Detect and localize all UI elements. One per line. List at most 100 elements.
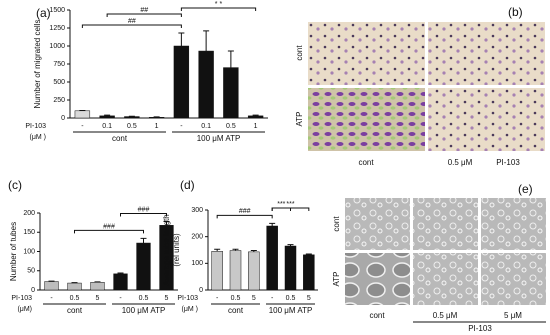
photo [413,253,478,305]
x-tick-label: 0.5 [286,295,296,302]
y-tick-label: 750 [53,61,65,68]
y-tick-label: 500 [53,79,65,86]
bar [229,250,242,291]
photo [308,88,425,151]
photo [481,198,546,250]
bar [67,282,82,291]
y-tick-label: 0 [31,287,35,294]
group-label: cont [228,306,244,315]
panel-label: (c) [8,178,22,192]
x-tick-label: 0.5 [226,123,236,130]
significance-bracket [271,207,310,211]
x-tick-label: - [81,123,84,130]
bar [284,245,297,291]
group-label: 100 μM ATP [197,134,241,143]
significance-label: *** [277,201,285,208]
significance-bracket [106,13,182,18]
y-tick-label: 200 [23,210,35,217]
row-label: cont [332,216,341,232]
significance-bracket [216,214,273,219]
row-label: ATP [332,272,341,287]
y-tick-label: 100 [191,260,203,267]
bar [211,251,223,291]
y-tick-label: 1000 [49,43,65,50]
panel-label: (e) [518,182,533,196]
x-tick-label: - [180,123,183,130]
bar [173,45,190,119]
x-tick-label: 0.1 [102,123,112,130]
y-tick-label: 50 [27,268,35,275]
error-bar [214,248,221,252]
x-tick-label: 0.5 [139,295,149,302]
bar [303,254,315,291]
error-bar [269,222,276,226]
bar [74,110,91,119]
photo [481,253,546,305]
x-tick-label: - [216,295,219,302]
bar [113,273,128,291]
column-label: 0.5 μM [448,158,473,167]
column-label: 0.5 μM [433,311,458,320]
x-tick-label: 0.5 [70,295,80,302]
y-tick-label: 0 [61,115,65,122]
bar [136,242,151,291]
panel-label: (d) [180,178,195,192]
x-tick-label: 0.5 [231,295,241,302]
x-tick-label: 1 [155,123,159,130]
group-label: cont [112,134,128,143]
row-label: (μM ) [30,134,46,141]
photo [413,198,478,250]
bar [247,115,264,119]
error-bar [178,32,185,46]
significance-bracket [81,24,182,29]
y-tick-label: 150 [23,229,35,236]
error-bar [232,248,239,251]
significance-label: ### [103,223,115,230]
photo [428,88,545,151]
y-tick-label: 200 [191,234,203,241]
error-bar [163,220,170,226]
group-label: 100 μM ATP [122,306,166,315]
photo [428,22,545,85]
significance-label: ### [239,208,251,215]
y-tick-label: 300 [191,207,203,214]
x-tick-label: 5 [96,295,100,302]
bar [223,67,239,119]
significance-label: * * [215,1,223,8]
error-bar [117,272,124,274]
error-bar [250,250,257,252]
group-label: 100 μM ATP [269,306,313,315]
panel-label: (b) [508,5,523,19]
photo [345,253,410,305]
bar [124,116,140,119]
y-tick-label: 250 [53,97,65,104]
significance-label: ### [138,206,150,213]
y-axis-label: Number of migrated cells [33,20,42,109]
error-bar [287,244,294,246]
row-label: cont [295,45,304,61]
error-bar [252,114,259,116]
column-label: cont [358,158,374,167]
bar [248,251,260,291]
row-label: PI-103 [25,123,46,130]
error-bar [203,30,210,52]
significance-label: *** [286,201,294,208]
x-tick-label: - [50,295,53,302]
column-label: 5 μM [504,311,522,320]
group-label: PI-103 [468,324,492,333]
y-axis-label: (rel units) [172,233,181,267]
error-bar [140,237,147,244]
y-axis-label: Number of tubes [9,222,18,281]
x-tick-label: 0.5 [127,123,137,130]
y-tick-label: 0 [199,287,203,294]
bar [198,50,214,119]
bar [44,281,59,291]
significance-bracket [120,212,167,217]
x-tick-label: 5 [165,295,169,302]
error-bar [227,50,234,68]
group-label: cont [67,306,83,315]
panel-label: (a) [36,6,51,20]
significance-bracket [74,229,144,234]
row-label: (μM ) [182,306,198,313]
x-tick-label: 0.1 [201,123,211,130]
